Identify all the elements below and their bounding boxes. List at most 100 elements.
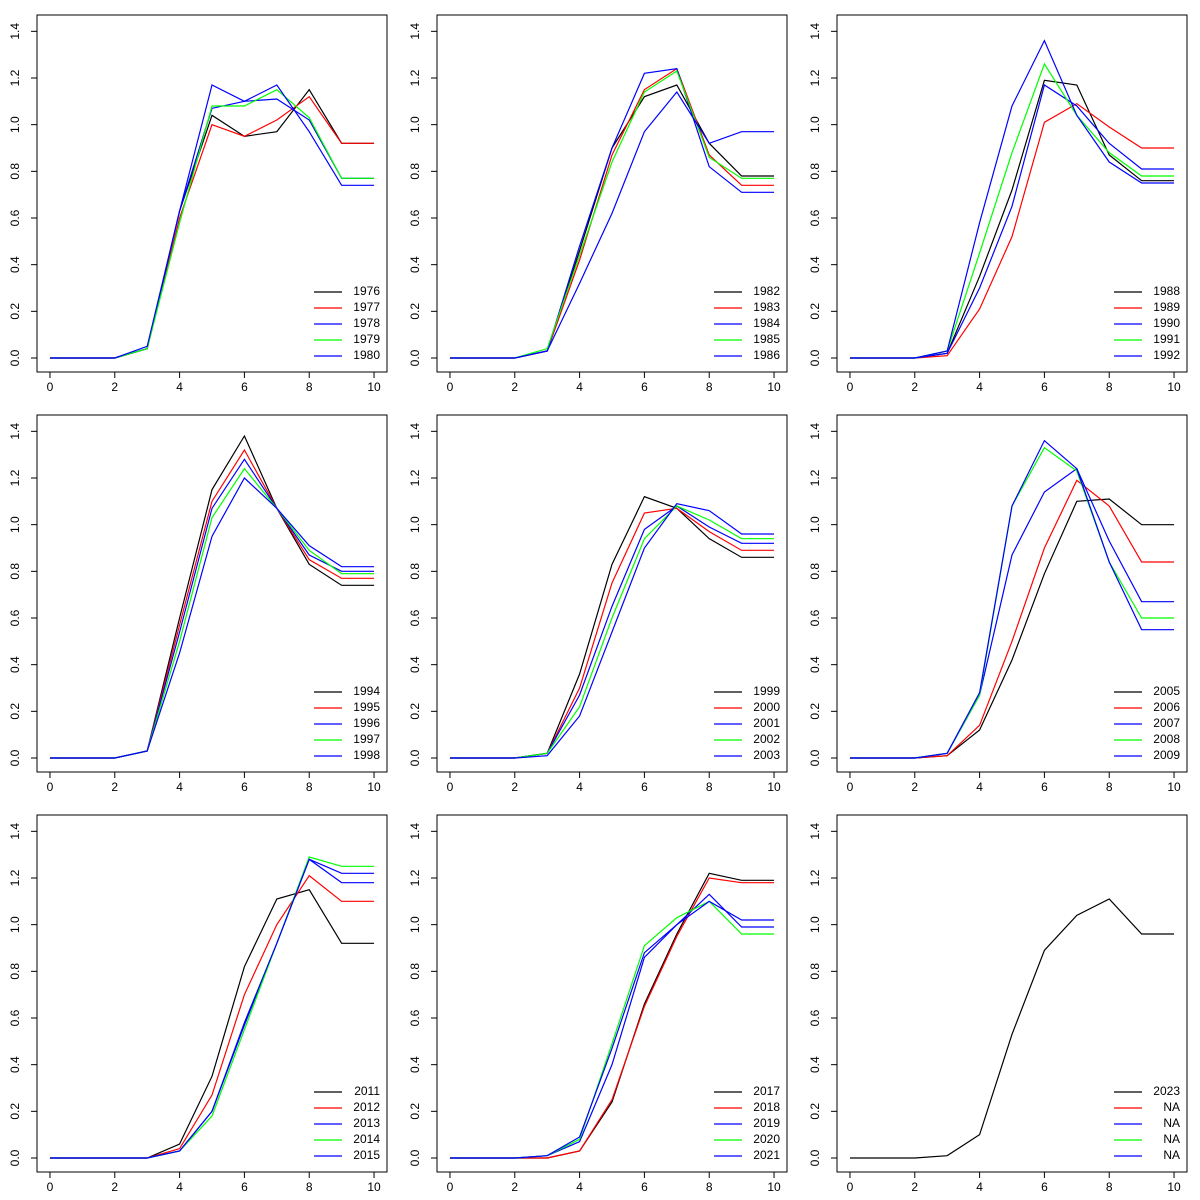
legend-label: 2021 [753,1148,780,1162]
plot-frame [436,414,788,773]
legend-label: 2007 [1153,716,1180,730]
x-tick-label: 4 [976,780,983,794]
legend-label: 1995 [353,700,380,714]
legend-label: 2020 [753,1132,780,1146]
series-line [849,898,1175,1159]
y-tick-label: 1.0 [808,116,822,133]
plot-frame [436,814,788,1173]
x-tick-label: 2 [511,1180,518,1194]
x-tick-label: 10 [767,1180,781,1194]
legend-label: 2023 [1153,1084,1180,1098]
y-tick-label: 0.4 [808,1056,822,1073]
y-tick-label: 0.6 [808,209,822,226]
y-tick-label: 0.0 [408,349,422,366]
x-tick-label: 2 [911,1180,918,1194]
y-tick-label: 0.8 [808,163,822,180]
legend-label: 2006 [1153,700,1180,714]
y-tick-label: 0.4 [408,1056,422,1073]
x-tick-label: 4 [576,380,583,394]
y-tick-label: 0.6 [8,1009,22,1026]
x-tick-label: 6 [1041,1180,1048,1194]
series-line [449,900,775,1159]
legend-label: 2009 [1153,748,1180,762]
y-tick-label: 0.6 [808,1009,822,1026]
legend-label: 2019 [753,1116,780,1130]
y-tick-label: 1.2 [808,69,822,86]
legend-label: 1986 [753,348,780,362]
series-line [849,102,1175,359]
x-tick-label: 0 [847,1180,854,1194]
y-tick-label: 0.2 [808,1103,822,1120]
y-tick-label: 1.2 [808,469,822,486]
x-tick-label: 4 [176,780,183,794]
x-tick-label: 6 [241,380,248,394]
x-tick-label: 10 [767,380,781,394]
y-tick-label: 0.6 [408,609,422,626]
y-tick-label: 0.6 [8,209,22,226]
x-tick-label: 4 [576,1180,583,1194]
y-tick-label: 0.8 [408,963,422,980]
x-tick-label: 0 [447,780,454,794]
legend-label: 2003 [753,748,780,762]
legend-label: 2017 [753,1084,780,1098]
series-line [449,84,775,359]
series-line [849,79,1175,359]
x-tick-label: 0 [447,1180,454,1194]
series-line [49,448,375,759]
y-tick-label: 0.8 [8,563,22,580]
plot-frame [836,414,1188,773]
y-tick-label: 1.2 [408,69,422,86]
legend-label: NA [1163,1148,1180,1162]
y-tick-label: 1.2 [8,469,22,486]
series-line [49,88,375,359]
legend-label: 2012 [353,1100,380,1114]
series-line [449,502,775,759]
y-tick-label: 1.0 [8,516,22,533]
y-tick-label: 0.4 [8,256,22,273]
y-tick-label: 1.4 [8,423,22,440]
x-tick-label: 10 [367,380,381,394]
series-line [49,467,375,759]
series-line [49,98,375,359]
y-tick-label: 0.4 [408,256,422,273]
series-line [49,84,375,359]
y-tick-label: 0.8 [808,963,822,980]
x-tick-label: 0 [847,380,854,394]
x-tick-label: 6 [641,380,648,394]
x-tick-label: 2 [111,1180,118,1194]
plot-frame [836,814,1188,1173]
y-tick-label: 1.4 [408,23,422,40]
y-tick-label: 0.6 [808,609,822,626]
y-tick-label: 0.8 [8,963,22,980]
y-tick-label: 0.0 [8,349,22,366]
legend-label: 2011 [354,1084,380,1098]
y-tick-label: 1.2 [808,869,822,886]
x-tick-label: 8 [1106,780,1113,794]
series-line [449,877,775,1159]
x-tick-label: 8 [706,1180,713,1194]
legend-label: 1996 [353,716,380,730]
legend-label: 2018 [753,1100,780,1114]
y-tick-label: 0.0 [808,349,822,366]
y-tick-label: 0.6 [8,609,22,626]
legend-label: 1989 [1153,300,1180,314]
plot-frame [36,14,388,373]
series-line [49,858,375,1159]
y-tick-label: 1.2 [8,69,22,86]
y-tick-label: 0.8 [8,163,22,180]
y-tick-label: 1.4 [808,823,822,840]
series-line [449,495,775,759]
x-tick-label: 10 [1167,380,1181,394]
y-tick-label: 0.2 [408,1103,422,1120]
y-tick-label: 1.2 [408,869,422,886]
legend-label: 1979 [353,332,380,346]
y-tick-label: 0.2 [8,1103,22,1120]
x-tick-label: 8 [306,780,313,794]
y-tick-label: 0.0 [8,1149,22,1166]
legend-label: 1997 [353,732,380,746]
y-tick-label: 0.2 [8,303,22,320]
series-line [449,90,775,359]
legend-label: 2002 [753,732,780,746]
x-tick-label: 0 [47,780,54,794]
x-tick-label: 8 [306,1180,313,1194]
